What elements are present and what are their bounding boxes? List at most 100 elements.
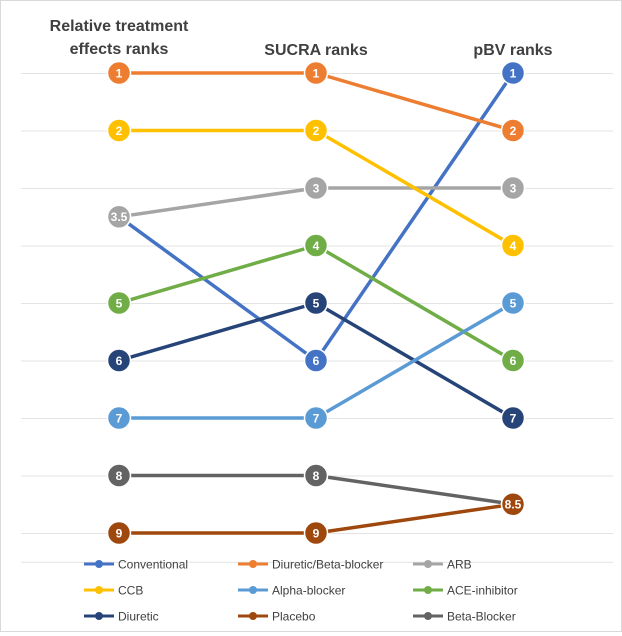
point-marker xyxy=(500,492,526,517)
legend-item: Diuretic/Beta-blocker xyxy=(238,557,383,571)
data-point: 8 xyxy=(303,463,329,488)
legend-marker xyxy=(249,612,257,620)
data-point: 1 xyxy=(303,60,329,86)
point-label: 1 xyxy=(510,66,517,80)
data-point: 1 xyxy=(106,60,132,86)
data-point: 3 xyxy=(303,175,329,201)
legend-label: ACE-inhibitor xyxy=(447,583,518,597)
data-point: 6 xyxy=(500,348,526,373)
data-point: 1 xyxy=(500,60,526,86)
data-point: 4 xyxy=(500,233,526,258)
data-point: 7 xyxy=(106,405,132,431)
point-marker xyxy=(106,118,132,143)
point-marker xyxy=(500,233,526,258)
point-marker xyxy=(106,405,132,431)
data-point: 6 xyxy=(106,348,132,373)
point-label: 3 xyxy=(313,181,320,195)
legend-marker xyxy=(95,612,103,620)
legend-marker xyxy=(424,612,432,620)
point-label: 9 xyxy=(116,526,123,540)
data-point: 5 xyxy=(500,290,526,316)
legend: Conventional Diuretic/Beta-blocker ARB CCB A… xyxy=(84,557,518,623)
point-label: 8.5 xyxy=(505,498,522,512)
legend-label: CCB xyxy=(118,583,143,597)
legend-item: Conventional xyxy=(84,557,188,571)
legend-label: Diuretic xyxy=(118,609,159,623)
legend-label: Diuretic/Beta-blocker xyxy=(272,557,383,571)
legend-label: ARB xyxy=(447,557,472,571)
data-point: 2 xyxy=(106,118,132,143)
legend-label: Beta-Blocker xyxy=(447,609,516,623)
point-label: 7 xyxy=(116,411,123,425)
data-point: 6 xyxy=(303,348,329,373)
point-marker xyxy=(106,463,132,488)
point-marker xyxy=(303,290,329,316)
column-header: Relative treatment xyxy=(50,18,189,35)
point-label: 6 xyxy=(313,354,320,368)
data-point: 3.5 xyxy=(106,204,132,229)
point-label: 8 xyxy=(116,469,123,483)
legend-item: Alpha-blocker xyxy=(238,583,345,597)
point-label: 2 xyxy=(116,124,123,138)
legend-label: Conventional xyxy=(118,557,188,571)
column-header: effects ranks xyxy=(70,41,169,58)
data-point: 8.5 xyxy=(500,492,526,517)
legend-item: ARB xyxy=(413,557,472,571)
point-marker xyxy=(303,118,329,143)
point-marker xyxy=(303,405,329,431)
point-label: 7 xyxy=(313,411,320,425)
point-label: 6 xyxy=(116,354,123,368)
point-marker xyxy=(106,204,132,229)
point-marker xyxy=(500,118,526,143)
data-point: 3 xyxy=(500,175,526,201)
legend-label: Alpha-blocker xyxy=(272,583,345,597)
point-label: 4 xyxy=(313,239,320,253)
legend-marker xyxy=(424,586,432,594)
legend-item: Diuretic xyxy=(84,609,159,623)
point-marker xyxy=(500,60,526,86)
legend-marker xyxy=(424,560,432,568)
point-marker xyxy=(303,175,329,201)
point-marker xyxy=(303,520,329,546)
point-marker xyxy=(500,290,526,316)
column-header: pBV ranks xyxy=(473,42,552,59)
legend-marker xyxy=(95,586,103,594)
point-marker xyxy=(500,405,526,431)
point-label: 5 xyxy=(116,296,123,310)
point-label: 1 xyxy=(116,66,123,80)
point-label: 2 xyxy=(313,124,320,138)
data-point: 2 xyxy=(500,118,526,143)
point-label: 3 xyxy=(510,181,517,195)
point-marker xyxy=(303,463,329,488)
data-point: 7 xyxy=(500,405,526,431)
point-marker xyxy=(106,60,132,86)
point-marker xyxy=(500,175,526,201)
point-marker xyxy=(106,290,132,316)
data-point: 5 xyxy=(106,290,132,316)
point-label: 1 xyxy=(313,66,320,80)
point-label: 3.5 xyxy=(111,210,128,224)
legend-marker xyxy=(249,586,257,594)
point-marker xyxy=(303,60,329,86)
point-marker xyxy=(303,348,329,373)
legend-item: CCB xyxy=(84,583,143,597)
data-point: 9 xyxy=(303,520,329,546)
data-point: 9 xyxy=(106,520,132,546)
legend-marker xyxy=(95,560,103,568)
point-marker xyxy=(500,348,526,373)
point-marker xyxy=(106,520,132,546)
data-point: 8 xyxy=(106,463,132,488)
column-header: SUCRA ranks xyxy=(264,42,368,59)
legend-item: ACE-inhibitor xyxy=(413,583,518,597)
point-label: 5 xyxy=(313,296,320,310)
point-label: 8 xyxy=(313,469,320,483)
point-label: 6 xyxy=(510,354,517,368)
legend-marker xyxy=(249,560,257,568)
data-point: 2 xyxy=(303,118,329,143)
data-point: 5 xyxy=(303,290,329,316)
data-point: 4 xyxy=(303,233,329,258)
point-marker xyxy=(303,233,329,258)
legend-item: Placebo xyxy=(238,609,316,623)
